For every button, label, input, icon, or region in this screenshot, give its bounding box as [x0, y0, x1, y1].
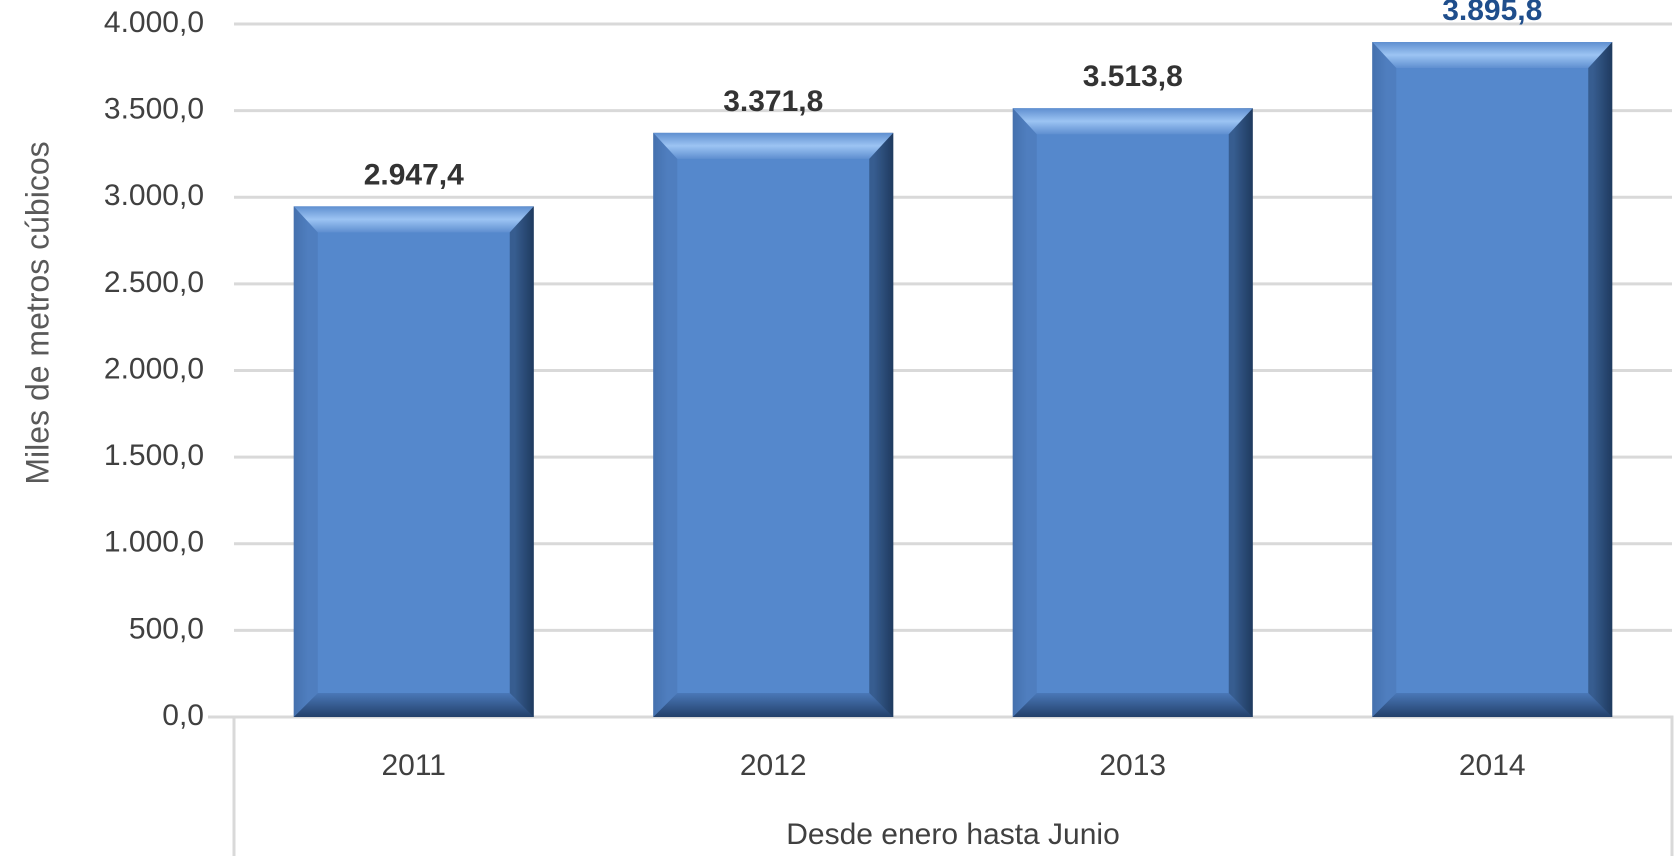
bar-top-bevel — [653, 132, 894, 159]
bar-body — [1012, 108, 1253, 718]
bar-left-bevel — [293, 206, 318, 717]
data-label: 3.513,8 — [1083, 60, 1183, 93]
bar-2012 — [653, 132, 894, 718]
data-label: 3.371,8 — [723, 85, 823, 118]
y-tick-label: 2.500,0 — [104, 266, 204, 299]
y-tick-label: 0,0 — [162, 699, 204, 732]
y-tick-label: 1.500,0 — [104, 439, 204, 472]
bar-2013 — [1012, 108, 1253, 718]
bar-top-bevel — [1372, 42, 1613, 69]
bar-right-bevel — [1588, 42, 1613, 717]
bar-top-bevel — [1012, 108, 1253, 135]
bar-top-bevel — [293, 206, 534, 233]
bar-right-bevel — [1228, 108, 1253, 718]
bar-left-bevel — [1372, 42, 1397, 717]
bars — [293, 42, 1613, 718]
bar-bottom-bevel — [1012, 693, 1253, 717]
x-category-label: 2011 — [381, 749, 446, 782]
data-label: 3.895,8 — [1442, 0, 1542, 27]
data-labels: 2.947,4 3.371,8 3.513,8 3.895,8 — [364, 0, 1543, 191]
bar-left-bevel — [1012, 108, 1037, 718]
y-tick-label: 4.000,0 — [104, 6, 204, 39]
bar-body — [1372, 42, 1613, 717]
y-axis-title: Miles de metros cúbicos — [19, 141, 55, 484]
x-axis-group-title: Desde enero hasta Junio — [786, 818, 1120, 851]
x-axis-categories: 2011 2012 2013 2014 — [381, 749, 1525, 782]
data-label: 2.947,4 — [364, 158, 464, 191]
bar-bottom-bevel — [293, 693, 534, 717]
bar-right-bevel — [509, 206, 534, 717]
y-axis-ticks: 0,0 500,0 1.000,0 1.500,0 2.000,0 2.500,0 3.00… — [104, 6, 204, 732]
bar-left-bevel — [653, 132, 678, 718]
category-axis-frame — [208, 715, 1674, 856]
bar-body — [653, 132, 894, 718]
y-tick-label: 3.000,0 — [104, 179, 204, 212]
bar-bottom-bevel — [653, 693, 894, 717]
y-tick-label: 1.000,0 — [104, 526, 204, 559]
bar-body — [293, 206, 534, 717]
x-category-label: 2014 — [1459, 749, 1526, 782]
category-axis-outline — [232, 715, 1674, 856]
bar-bottom-bevel — [1372, 693, 1613, 717]
y-tick-label: 3.500,0 — [104, 93, 204, 126]
bar-2014 — [1372, 42, 1613, 717]
y-tick-label: 500,0 — [129, 612, 204, 645]
bar-2011 — [293, 206, 534, 717]
x-category-label: 2013 — [1099, 749, 1166, 782]
bar-right-bevel — [869, 132, 894, 718]
y-tick-label: 2.000,0 — [104, 352, 204, 385]
x-category-label: 2012 — [740, 749, 807, 782]
